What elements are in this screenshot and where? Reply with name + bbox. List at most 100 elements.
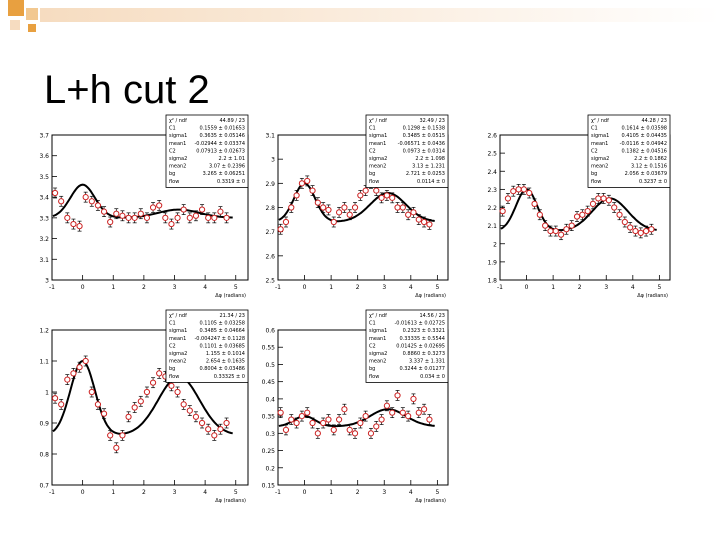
data-point — [536, 211, 543, 218]
stats-key: flow — [169, 179, 179, 185]
stats-value: 0.33335 ± 0.5544 — [399, 336, 445, 342]
data-point — [149, 379, 157, 386]
data-point — [637, 229, 644, 236]
data-point — [205, 214, 212, 221]
data-point — [314, 430, 321, 437]
data-point — [357, 419, 364, 427]
plot-frame — [51, 134, 249, 281]
stats-key: sigma1 — [169, 328, 187, 334]
y-tick-label: 3.1 — [39, 257, 49, 264]
stats-value: 0.07913 ± 0.02673 — [196, 148, 245, 154]
data-point — [383, 192, 391, 199]
data-point — [426, 221, 433, 228]
y-tick-label: 2.1 — [487, 223, 497, 230]
data-point — [217, 426, 224, 433]
data-point — [88, 388, 95, 396]
stats-key: mean2 — [369, 164, 386, 170]
x-tick-label: 2 — [578, 284, 582, 291]
data-point — [341, 204, 348, 211]
x-axis-label: Δφ (radians) — [415, 293, 446, 299]
data-point — [642, 227, 650, 235]
x-tick-label: 0 — [303, 489, 307, 496]
data-point — [223, 214, 230, 221]
data-point — [320, 419, 327, 427]
stats-key: sigma1 — [169, 133, 187, 139]
plot-frame — [277, 329, 449, 486]
data-point — [168, 220, 175, 228]
stats-value: 44.89 / 23 — [219, 118, 245, 124]
y-tick-label: 2.6 — [487, 133, 497, 140]
stats-key: sigma2 — [169, 156, 187, 162]
data-point — [143, 214, 151, 221]
x-axis-label: Δφ (radians) — [415, 498, 446, 504]
x-tick-label: 0 — [81, 489, 85, 496]
y-tick-label: 1.2 — [39, 328, 49, 335]
stats-value: 2.721 ± 0.0253 — [406, 171, 445, 177]
data-point — [186, 214, 193, 221]
stats-key: bg — [169, 366, 175, 372]
data-point — [51, 189, 59, 197]
stats-value: 32.49 / 23 — [419, 118, 445, 124]
data-point — [568, 222, 575, 229]
x-tick-label: 5 — [234, 489, 238, 496]
stats-value: 0.1298 ± 0.1538 — [403, 126, 445, 132]
y-tick-label: 3.3 — [39, 215, 49, 222]
x-tick-label: 2 — [142, 284, 146, 291]
chart-panel-4: 0.7 0.8 0.9 1 1.1 1.2 -1 0 1 2 3 4 5 Δφ (radians) χ² /… — [39, 309, 249, 504]
x-tick-label: 2 — [142, 489, 146, 496]
x-tick-label: 5 — [435, 489, 439, 496]
stats-value: 0.3635 ± 0.05146 — [199, 133, 245, 139]
y-tick-label: 2.4 — [487, 169, 497, 176]
stats-value: 0.1105 ± 0.03258 — [199, 321, 245, 327]
stats-value: 3.13 ± 1.231 — [412, 164, 445, 170]
x-tick-label: 2 — [356, 489, 360, 496]
chart-panel-5: 0.15 0.2 0.25 0.3 0.35 0.4 0.45 0.5 0.55 0.6 -1 0 1 2… — [262, 309, 449, 504]
x-tick-label: -1 — [49, 284, 55, 291]
data-point — [399, 204, 406, 211]
stats-key: sigma2 — [591, 156, 609, 162]
data-point — [309, 187, 316, 194]
y-tick-label: 3.7 — [39, 133, 49, 140]
data-point — [504, 195, 512, 202]
data-point — [51, 395, 59, 402]
x-tick-label: 0 — [81, 284, 85, 291]
data-point — [378, 416, 385, 423]
stats-key: mean1 — [591, 141, 608, 147]
stats-value: 1.155 ± 0.1014 — [206, 351, 245, 357]
data-point — [192, 413, 200, 420]
stats-value: 0.1559 ± 0.01653 — [199, 126, 245, 132]
data-point — [579, 211, 586, 218]
stats-key: mean1 — [169, 141, 186, 147]
data-point — [563, 226, 570, 233]
data-point — [605, 197, 613, 204]
stats-key: sigma1 — [369, 133, 387, 139]
x-tick-label: 0 — [525, 284, 529, 291]
data-point — [600, 195, 607, 202]
data-point — [94, 401, 102, 408]
y-tick-label: 0.2 — [265, 465, 275, 472]
data-point — [383, 402, 391, 409]
data-point — [335, 416, 343, 423]
data-point — [100, 410, 108, 417]
y-tick-label: 1.9 — [487, 259, 497, 266]
stats-value: 14.56 / 23 — [419, 313, 445, 319]
stats-value: 3.12 ± 0.1516 — [631, 164, 667, 170]
stats-value: 2.056 ± 0.03679 — [625, 171, 667, 177]
stats-value: 0.2323 ± 0.3321 — [403, 328, 445, 334]
fit-curve — [52, 183, 233, 219]
data-point — [515, 186, 522, 193]
data-point — [362, 413, 369, 420]
data-point — [410, 395, 417, 402]
stats-key: C2 — [369, 148, 376, 154]
data-point — [531, 200, 538, 207]
data-point — [611, 204, 618, 211]
stats-value: 3.265 ± 0.06251 — [203, 171, 245, 177]
corner-square-light-2 — [10, 20, 20, 30]
stats-key: sigma2 — [369, 156, 387, 162]
stats-box — [365, 309, 449, 383]
data-point — [330, 218, 337, 226]
x-tick-label: 1 — [111, 284, 115, 291]
x-tick-label: 5 — [435, 284, 439, 291]
data-point — [180, 206, 187, 213]
data-point — [320, 204, 327, 211]
